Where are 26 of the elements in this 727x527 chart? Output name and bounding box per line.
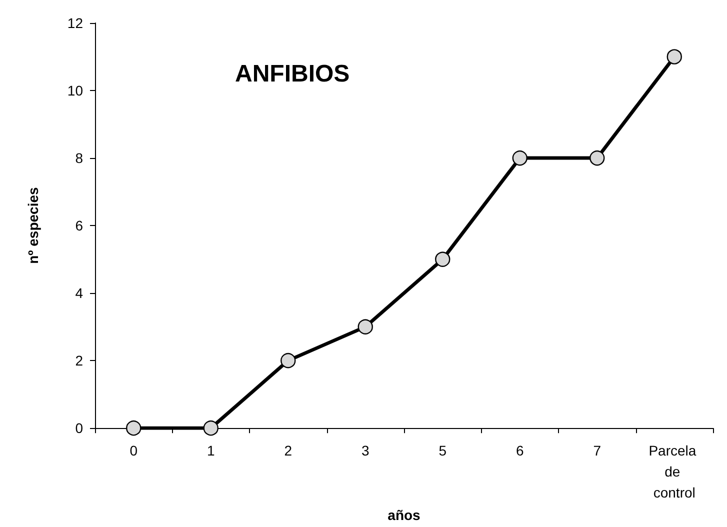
point xyxy=(512,150,528,166)
x-tick-label: 0 xyxy=(130,442,138,459)
point xyxy=(435,252,450,267)
x-tick-label: 1 xyxy=(206,442,215,459)
y-tick-label: 8 xyxy=(75,150,84,166)
x-tick-label: 2 xyxy=(284,442,292,459)
point xyxy=(358,319,373,334)
y-tick-label: 0 xyxy=(75,420,84,436)
text: ANFIBIOS xyxy=(235,60,350,88)
y-tick-label: 4 xyxy=(75,285,84,302)
point xyxy=(590,150,605,166)
y-axis-title: nº especies xyxy=(25,186,41,264)
x-tick-label: 7 xyxy=(593,442,602,459)
y-tick-label: 12 xyxy=(67,15,84,31)
y-tick-label: 6 xyxy=(75,218,84,234)
y-tick-label: 10 xyxy=(67,82,84,99)
y-tick-label: 2 xyxy=(75,352,84,369)
point xyxy=(280,352,296,368)
x-tick-label: 3 xyxy=(361,442,370,459)
x-axis-title: años xyxy=(388,507,421,523)
point xyxy=(126,420,142,436)
point xyxy=(203,420,218,436)
x-tick-label: 6 xyxy=(516,442,524,459)
point xyxy=(666,49,682,64)
x-tick-label: Parcela de control xyxy=(648,442,700,501)
x-tick-label: 5 xyxy=(438,442,447,459)
